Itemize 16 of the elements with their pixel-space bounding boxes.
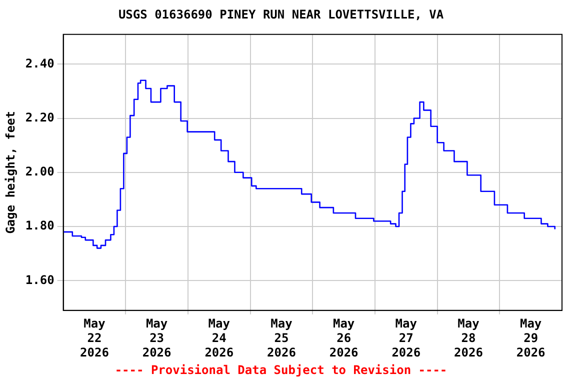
y-tick-label: 2.40 xyxy=(25,56,54,70)
x-tick-label: May 27 2026 xyxy=(392,316,421,360)
y-tick-label: 1.80 xyxy=(25,218,54,233)
x-tick-label: May 25 2026 xyxy=(267,316,296,360)
y-axis-title: Gage height, feet xyxy=(3,110,18,234)
x-tick-label: May 23 2026 xyxy=(142,316,172,360)
x-tick-label: May 29 2026 xyxy=(516,316,546,360)
x-tick-label: May 26 2026 xyxy=(329,316,358,360)
x-tick-label: May 24 2026 xyxy=(204,316,234,360)
x-tick-label: May 28 2026 xyxy=(454,316,483,360)
chart-title: USGS 01636690 PINEY RUN NEAR LOVETTSVILLE, VA xyxy=(118,7,444,22)
y-tick-label: 1.60 xyxy=(25,272,54,287)
y-tick-label: 2.20 xyxy=(25,110,54,124)
y-tick-label: 2.00 xyxy=(25,164,54,179)
text: ---- Provisional Data Subject to Revision ---- xyxy=(114,362,448,377)
x-tick-label: May 22 2026 xyxy=(80,316,109,360)
